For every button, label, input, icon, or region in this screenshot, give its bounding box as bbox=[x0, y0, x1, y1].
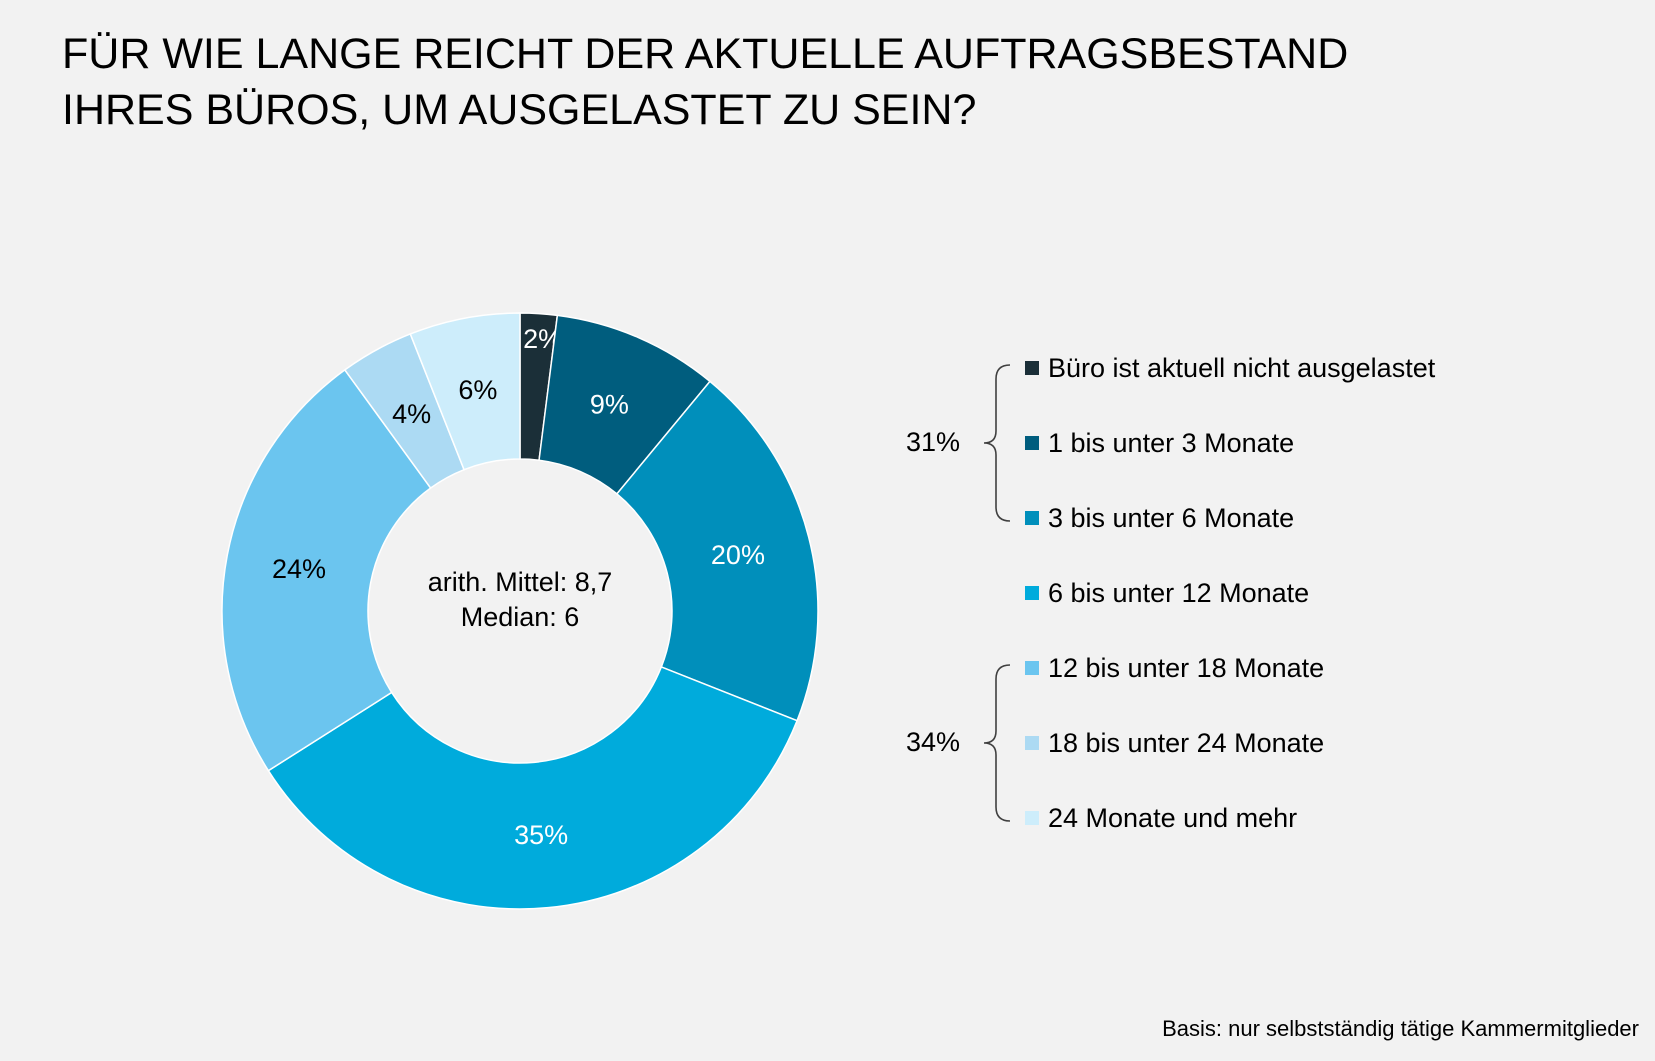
legend-item-6: 24 Monate und mehr bbox=[1025, 800, 1525, 836]
slice-label-3: 35% bbox=[514, 820, 568, 850]
legend-item-1: 1 bis unter 3 Monate bbox=[1025, 425, 1525, 461]
slice-label-6: 6% bbox=[458, 375, 497, 405]
chart-title: FÜR WIE LANGE REICHT DER AKTUELLE AUFTRA… bbox=[62, 30, 1349, 134]
group-label-1: 34% bbox=[905, 727, 960, 757]
donut-slice-6 bbox=[409, 312, 521, 471]
slice-label-5: 4% bbox=[392, 399, 431, 429]
legend-swatch-1 bbox=[1025, 436, 1039, 450]
group-brace-0 bbox=[983, 364, 1011, 522]
legend-item-4: 12 bis unter 18 Monate bbox=[1025, 650, 1525, 686]
legend-swatch-2 bbox=[1025, 511, 1039, 525]
legend-label-0: Büro ist aktuell nicht ausgelastet bbox=[1048, 352, 1436, 383]
donut-slice-3 bbox=[267, 665, 799, 910]
group-brace-1 bbox=[983, 664, 1011, 822]
legend-item-2: 3 bis unter 6 Monate bbox=[1025, 500, 1525, 536]
legend-label-2: 3 bis unter 6 Monate bbox=[1048, 502, 1295, 533]
donut-slice-4 bbox=[221, 368, 432, 772]
legend-swatch-3 bbox=[1025, 586, 1039, 600]
slice-label-4: 24% bbox=[272, 554, 326, 584]
legend-label-4: 12 bis unter 18 Monate bbox=[1048, 652, 1325, 683]
legend-swatch-6 bbox=[1025, 811, 1039, 825]
legend-label-5: 18 bis unter 24 Monate bbox=[1048, 727, 1325, 758]
slice-label-1: 9% bbox=[590, 390, 629, 420]
center-stats: arith. Mittel: 8,7 Median: 6 bbox=[370, 565, 670, 635]
legend-swatch-0 bbox=[1025, 361, 1039, 375]
slice-label-2: 20% bbox=[711, 540, 765, 570]
donut-slice-2 bbox=[615, 380, 819, 722]
legend-label-3: 6 bis unter 12 Monate bbox=[1048, 577, 1310, 608]
legend-label-6: 24 Monate und mehr bbox=[1048, 802, 1298, 833]
group-label-0: 31% bbox=[905, 427, 960, 457]
center-mean: arith. Mittel: 8,7 bbox=[427, 567, 613, 597]
legend-swatch-5 bbox=[1025, 736, 1039, 750]
legend-item-0: Büro ist aktuell nicht ausgelastet bbox=[1025, 350, 1525, 386]
legend-item-3: 6 bis unter 12 Monate bbox=[1025, 575, 1525, 611]
legend-item-5: 18 bis unter 24 Monate bbox=[1025, 725, 1525, 761]
center-median: Median: 6 bbox=[460, 602, 580, 632]
footnote: Basis: nur selbstständig tätige Kammermi… bbox=[1162, 1016, 1639, 1041]
legend-swatch-4 bbox=[1025, 661, 1039, 675]
legend-label-1: 1 bis unter 3 Monate bbox=[1048, 427, 1295, 458]
